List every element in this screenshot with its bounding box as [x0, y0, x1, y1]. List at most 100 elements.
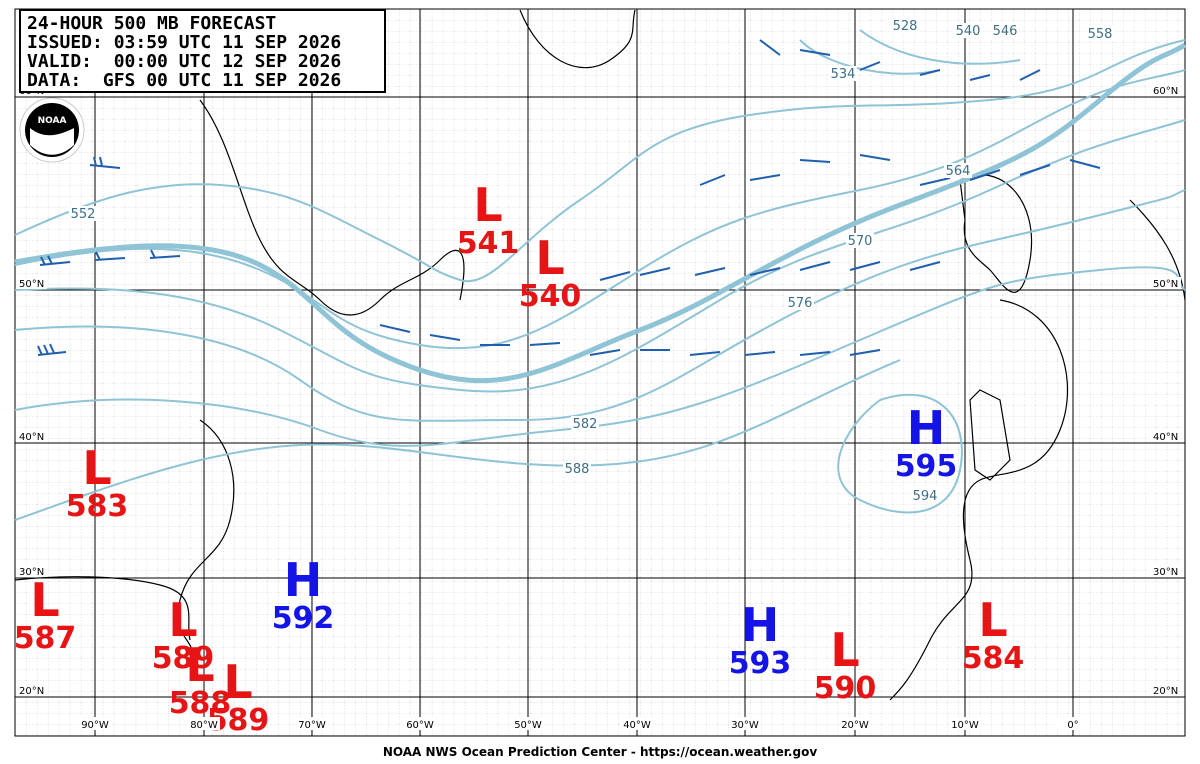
lon-label: 20°W: [841, 720, 869, 731]
contour-label: 570: [848, 234, 873, 249]
center-symbol: L: [978, 593, 1007, 647]
label-bg: [891, 18, 919, 33]
center-value: 593: [729, 646, 792, 681]
center-symbol: L: [473, 178, 502, 232]
center-symbol: L: [830, 623, 859, 677]
center-value: 592: [272, 601, 335, 636]
contour-labels: 552 528 534 540 546 558 564 570 576 582 588 594: [69, 18, 1114, 504]
label-bg: [839, 717, 871, 730]
label-bg: [69, 206, 97, 221]
label-bg: [296, 717, 328, 730]
lon-label: 30°W: [731, 720, 759, 731]
header-line: 24-HOUR 500 MB FORECAST: [27, 13, 276, 34]
lat-label: 50°N: [19, 279, 44, 290]
label-bg: [563, 461, 591, 476]
label-bg: [404, 717, 436, 730]
lon-label: 50°W: [514, 720, 542, 731]
lat-label: 20°N: [19, 686, 44, 697]
center-value: 587: [14, 621, 77, 656]
wind-barbs: [37, 39, 1101, 356]
center-symbol: L: [223, 655, 252, 709]
contour-label: 546: [993, 24, 1018, 39]
label-bg: [729, 717, 761, 730]
label-bg: [949, 717, 981, 730]
lat-label: 30°N: [1153, 567, 1178, 578]
center-symbol: L: [185, 638, 214, 692]
lon-label: 10°W: [951, 720, 979, 731]
center-value: 584: [962, 641, 1025, 676]
center-symbol: H: [284, 553, 323, 607]
label-bg: [1151, 277, 1181, 289]
contour-label: 582: [573, 417, 598, 432]
contour-label: 594: [913, 489, 938, 504]
label-bg: [512, 717, 544, 730]
center-value: 589: [152, 641, 215, 676]
header-line: ISSUED: 03:59 UTC 11 SEP 2026: [27, 32, 341, 53]
label-bg: [991, 23, 1019, 38]
center-symbol: H: [741, 598, 780, 652]
label-bg: [786, 295, 814, 310]
lon-label: 60°W: [406, 720, 434, 731]
contour-label: 534: [831, 67, 856, 82]
center-symbol: L: [168, 593, 197, 647]
lon-label: 90°W: [81, 720, 109, 731]
logo-text: NOAA: [38, 116, 67, 126]
center-value: 540: [519, 279, 582, 314]
contour-label: 528: [893, 19, 918, 34]
contour-label: 576: [788, 296, 813, 311]
center-value: 590: [814, 671, 877, 706]
label-bg: [1151, 565, 1181, 577]
center-symbol: L: [30, 573, 59, 627]
map-frame: [14, 8, 1186, 737]
label-bg: [79, 717, 111, 730]
label-bg: [954, 23, 982, 38]
center-symbol: H: [907, 401, 946, 455]
label-bg: [829, 66, 857, 81]
label-bg: [17, 430, 47, 442]
center-value: 588: [169, 686, 232, 721]
header-box: [19, 9, 386, 93]
label-bg: [621, 717, 653, 730]
lon-label: 40°W: [623, 720, 651, 731]
label-bg: [17, 684, 47, 696]
lon-label: 80°W: [190, 720, 218, 731]
contour-label: 588: [565, 462, 590, 477]
graticule: [15, 9, 1185, 736]
center-value: 583: [66, 489, 129, 524]
lon-label: 0°: [1067, 720, 1078, 731]
label-bg: [1057, 717, 1089, 730]
lat-label: 40°N: [19, 432, 44, 443]
contour-label: 564: [946, 164, 971, 179]
coastlines: [14, 9, 1186, 701]
label-bg: [1151, 684, 1181, 696]
label-bg: [911, 488, 939, 503]
label-bg: [944, 163, 972, 178]
center-symbol: L: [535, 231, 564, 285]
label-bg: [571, 416, 599, 431]
lat-label: 20°N: [1153, 686, 1178, 697]
header-line: VALID: 00:00 UTC 12 SEP 2026: [27, 51, 341, 72]
center-symbol: L: [82, 441, 111, 495]
center-value: 595: [895, 449, 958, 484]
label-bg: [1151, 84, 1181, 96]
label-bg: [1151, 430, 1181, 442]
lat-label: 40°N: [1153, 432, 1178, 443]
lat-label: 60°N: [1153, 86, 1178, 97]
label-bg: [17, 277, 47, 289]
label-bg: [17, 565, 47, 577]
contour-label: 540: [956, 24, 981, 39]
label-bg: [1086, 26, 1114, 41]
label-bg: [188, 717, 220, 730]
header-line: DATA: GFS 00 UTC 11 SEP 2026: [27, 70, 341, 91]
contour-label: 558: [1088, 27, 1113, 42]
center-value: 541: [457, 226, 520, 261]
label-bg: [846, 233, 874, 248]
lat-label: 30°N: [19, 567, 44, 578]
noaa-logo: NOAA: [19, 97, 85, 163]
footer: NOAA NWS Ocean Prediction Center - https…: [383, 745, 817, 759]
lon-label: 70°W: [298, 720, 326, 731]
lat-label: 50°N: [1153, 279, 1178, 290]
contour-label: 552: [71, 207, 96, 222]
height-contours: [14, 29, 1187, 521]
